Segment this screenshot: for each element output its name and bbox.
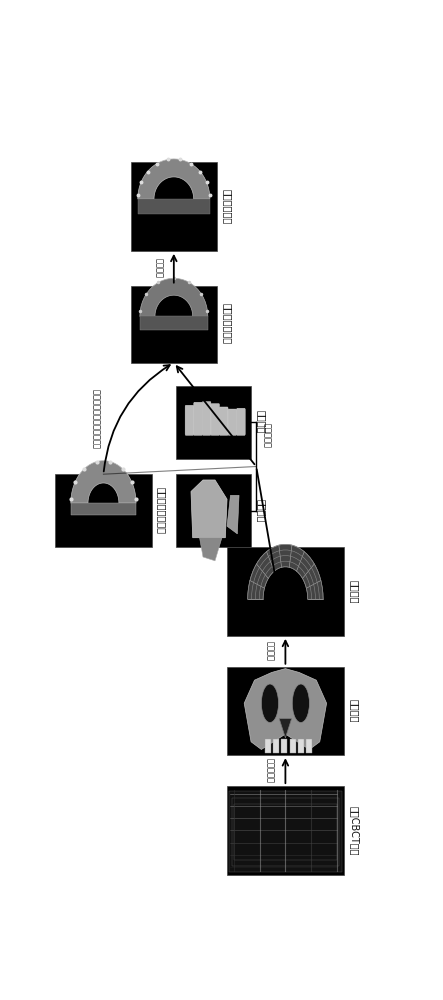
Polygon shape (140, 278, 208, 316)
Bar (131, 162, 217, 251)
Text: 精准对齐结果: 精准对齐结果 (222, 189, 232, 224)
FancyBboxPatch shape (202, 402, 211, 435)
Text: 牙齿网格: 牙齿网格 (349, 580, 359, 603)
Text: 基于单点标记的初始化对齐: 基于单点标记的初始化对齐 (93, 388, 102, 448)
Bar (71, 503, 136, 515)
FancyBboxPatch shape (185, 405, 194, 435)
Text: 头骨网格: 头骨网格 (349, 699, 359, 723)
Bar (227, 667, 344, 755)
Text: 口腔CBCT图像: 口腔CBCT图像 (349, 806, 359, 855)
Polygon shape (199, 538, 222, 561)
Text: 初始化对齐结果: 初始化对齐结果 (222, 303, 232, 345)
FancyBboxPatch shape (228, 409, 237, 435)
Bar (175, 386, 251, 459)
Bar (281, 739, 288, 753)
Text: 下颌牙齿: 下颌牙齿 (256, 410, 266, 434)
Circle shape (292, 684, 309, 723)
Bar (298, 739, 304, 753)
Bar (227, 547, 344, 636)
Polygon shape (227, 495, 239, 534)
FancyBboxPatch shape (194, 402, 202, 435)
Polygon shape (138, 159, 210, 199)
Text: 分割牙齿: 分割牙齿 (265, 641, 275, 661)
Polygon shape (191, 480, 227, 538)
Bar (234, 804, 337, 860)
Text: 精准对齐: 精准对齐 (154, 258, 163, 278)
Bar (131, 286, 217, 363)
Bar (227, 786, 344, 875)
Text: 激光扫描上颌模型: 激光扫描上颌模型 (157, 487, 167, 534)
Circle shape (261, 684, 279, 723)
Bar (290, 739, 296, 753)
Polygon shape (244, 669, 326, 749)
Bar (55, 474, 152, 547)
Bar (138, 199, 210, 214)
Text: 分割上下颌: 分割上下颌 (262, 423, 271, 448)
Polygon shape (71, 461, 136, 503)
Polygon shape (279, 719, 291, 738)
FancyBboxPatch shape (211, 404, 219, 435)
Text: 抽取等値面: 抽取等値面 (265, 758, 275, 783)
Bar (229, 791, 342, 872)
Bar (306, 739, 312, 753)
FancyBboxPatch shape (237, 408, 245, 435)
FancyBboxPatch shape (219, 407, 228, 435)
Bar (175, 474, 251, 547)
Bar (265, 739, 271, 753)
Bar (273, 739, 279, 753)
Polygon shape (248, 544, 323, 599)
Bar (140, 316, 208, 330)
Text: 上颌牙齿: 上颌牙齿 (256, 499, 266, 523)
Bar (232, 798, 339, 866)
